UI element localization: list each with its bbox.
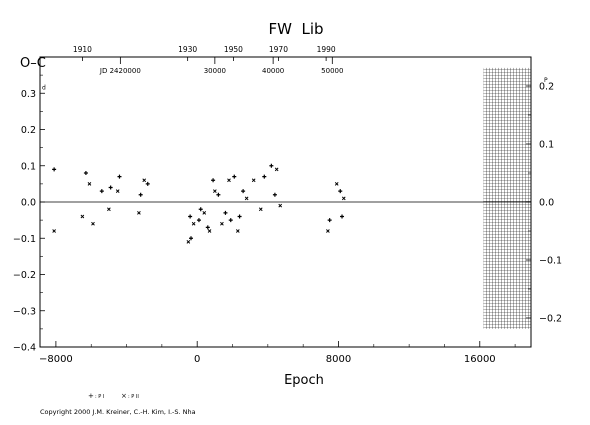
right-y-tick-label: 0.2 — [539, 82, 554, 93]
legend-marker-p1: + — [88, 392, 94, 400]
legend: + : P I × : P II — [88, 392, 139, 400]
right-y-unit-superscript: P — [544, 77, 548, 84]
data-point-p2 — [191, 221, 196, 226]
y-tick-label: 0.0 — [21, 198, 36, 209]
data-point-p1 — [83, 171, 88, 175]
hatched-region — [483, 67, 531, 329]
top-year-label: 1910 — [73, 45, 92, 54]
right-y-tick-label: 0.0 — [539, 198, 554, 209]
data-point-p2 — [235, 229, 240, 233]
data-point-p2 — [220, 221, 224, 226]
data-point-p1 — [223, 210, 228, 215]
legend-marker-p2: × — [121, 392, 127, 400]
data-point-p2 — [186, 240, 191, 244]
data-point-p1 — [327, 218, 332, 223]
data-point-p2 — [213, 189, 217, 193]
top-year-label: 1950 — [224, 45, 243, 54]
data-point-p1 — [189, 236, 194, 241]
data-point-p2 — [341, 196, 346, 201]
top-year-label: 1990 — [317, 45, 336, 54]
data-point-p2 — [91, 221, 95, 226]
y-tick-label: −0.4 — [13, 343, 36, 354]
right-y-tick-label: −0.1 — [539, 256, 562, 267]
data-point-p2 — [107, 207, 111, 212]
data-point-p2 — [52, 229, 56, 233]
x-tick-label: 8000 — [326, 354, 351, 365]
data-point-p1 — [138, 192, 143, 197]
data-point-p2 — [142, 178, 147, 183]
data-point-p2 — [326, 229, 330, 233]
data-point-p2 — [80, 214, 85, 219]
top-jd-label: JD 2420000 — [99, 67, 141, 75]
data-point-p1 — [272, 192, 277, 197]
data-point-p1 — [99, 189, 104, 194]
data-point-p2 — [137, 211, 141, 215]
data-point-p1 — [198, 207, 203, 212]
top-year-label: 1970 — [269, 45, 288, 54]
data-point-p1 — [232, 174, 237, 179]
right-y-tick-label: −0.2 — [539, 314, 562, 325]
data-point-p1 — [340, 214, 345, 219]
data-point-p1 — [338, 189, 343, 194]
data-point-p1 — [269, 163, 274, 168]
copyright-text: Copyright 2000 J.M. Kreiner, C.-H. Kim, … — [40, 408, 196, 416]
data-point-p1 — [188, 214, 193, 219]
x-tick-label: −8000 — [39, 354, 73, 365]
legend-label-p1: : P I — [95, 394, 104, 400]
x-tick-label: 0 — [194, 354, 200, 365]
legend-label-p2: : P II — [128, 394, 139, 400]
data-point-p2 — [258, 207, 263, 212]
data-point-p2 — [207, 229, 212, 233]
data-point-p2 — [251, 178, 256, 183]
data-point-p1 — [145, 181, 150, 186]
y-tick-label: 0.2 — [21, 125, 36, 136]
y-tick-label: 0.3 — [21, 89, 36, 100]
data-point-p2 — [278, 203, 283, 208]
y-tick-label: −0.1 — [13, 234, 36, 245]
data-point-p1 — [262, 174, 267, 179]
top-jd-label: 40000 — [262, 67, 284, 75]
top-year-label: 1930 — [178, 45, 197, 54]
data-point-p1 — [237, 214, 242, 219]
y-tick-label: −0.2 — [13, 270, 36, 281]
x-tick-label: 16000 — [464, 354, 496, 365]
data-point-p1 — [196, 218, 201, 223]
data-point-p2 — [202, 211, 207, 215]
data-point-p1 — [241, 189, 246, 194]
top-jd-label: 50000 — [321, 67, 343, 75]
data-point-p2 — [274, 167, 279, 172]
y-tick-label: 0.1 — [21, 161, 36, 172]
x-axis-label: Epoch — [284, 373, 324, 388]
top-jd-label: 30000 — [204, 67, 226, 75]
data-point-p2 — [87, 182, 92, 186]
y-axis-label: O–C — [20, 56, 46, 71]
data-point-p1 — [216, 192, 221, 197]
data-point-p1 — [108, 185, 113, 190]
data-point-p1 — [52, 167, 57, 172]
data-point-p2 — [244, 196, 249, 201]
data-point-p2 — [227, 178, 231, 183]
data-point-p1 — [205, 225, 210, 230]
y-unit-superscript: d — [42, 84, 46, 91]
y-tick-label: −0.3 — [13, 306, 36, 317]
data-point-p1 — [228, 218, 233, 223]
data-point-p2 — [334, 182, 339, 186]
data-point-p1 — [117, 174, 122, 179]
data-point-p2 — [115, 189, 120, 193]
right-y-tick-label: 0.1 — [539, 140, 554, 151]
chart-title: FW Lib — [268, 20, 323, 38]
data-point-p1 — [211, 178, 216, 183]
